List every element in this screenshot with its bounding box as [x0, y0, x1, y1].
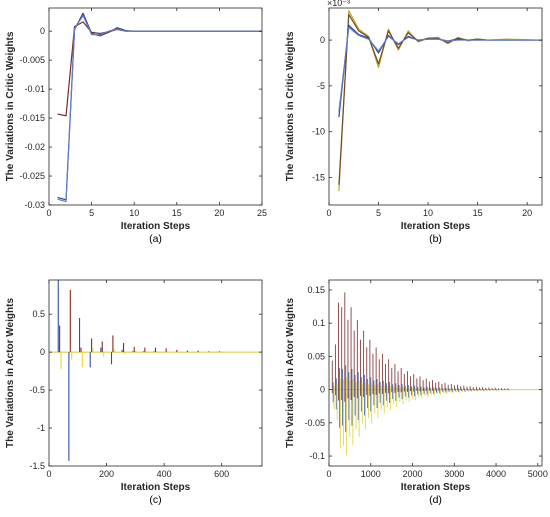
- y-tick-label: -0.015: [19, 113, 45, 123]
- y-tick-label: 0.05: [307, 351, 325, 361]
- x-tick-label: 5000: [528, 469, 548, 479]
- series-line-4: [338, 26, 542, 112]
- panel-b-caption: (b): [429, 233, 442, 245]
- panel-a: 0 5 10 15 20 25 -0.03-0.025-0.02-0.015-0.01-0…: [5, 7, 267, 245]
- x-tick-label: 3000: [444, 469, 464, 479]
- y-tick-label: -0.5: [29, 385, 45, 395]
- panel-a-x-ticks: 0 5 10 15 20 25: [46, 8, 267, 218]
- y-tick-label: 0: [40, 26, 45, 36]
- x-tick-label: 10: [129, 208, 139, 218]
- y-tick-label: -15: [312, 173, 325, 183]
- panel-d: 0 1000 2000 3000 4000 5000 -0.1-0.0500.050.10…: [285, 279, 548, 506]
- x-tick-label: 10: [423, 208, 433, 218]
- x-tick-label: 15: [473, 208, 483, 218]
- x-tick-label: 200: [99, 469, 114, 479]
- x-tick-label: 5: [89, 208, 94, 218]
- panel-d-caption: (d): [429, 494, 442, 506]
- y-tick-label: 0.1: [312, 318, 325, 328]
- x-tick-label: 0: [46, 469, 51, 479]
- y-tick-label: 0: [40, 347, 45, 357]
- panel-d-y-ticks: -0.1 -0.05 0 0.05 0.1 0.15: [304, 285, 542, 461]
- panel-d-x-ticks: 0 1000 2000 3000 4000 5000: [326, 280, 548, 479]
- panel-c-y-axis-label: The Variations in Actor Weights: [5, 298, 16, 448]
- panel-b-axes-frame: [328, 7, 543, 206]
- x-tick-label: 2000: [403, 469, 423, 479]
- y-tick-label: -1: [37, 423, 45, 433]
- x-tick-label: 0: [326, 469, 331, 479]
- panel-c-series: [49, 280, 262, 461]
- y-tick-label: -0.005: [19, 55, 45, 65]
- y-tick-label: -0.03: [24, 200, 45, 210]
- x-tick-label: 4000: [486, 469, 506, 479]
- y-tick-label: -0.02: [24, 142, 45, 152]
- panel-a-x-axis-label: Iteration Steps: [121, 221, 191, 232]
- x-tick-label: 400: [157, 469, 172, 479]
- x-tick-label: 20: [214, 208, 224, 218]
- y-tick-label: -1.5: [29, 461, 45, 471]
- y-tick-label: -5: [317, 81, 325, 91]
- x-tick-label: 600: [214, 469, 229, 479]
- panel-b-x-axis-label: Iteration Steps: [401, 221, 471, 232]
- panel-c-caption: (c): [149, 494, 161, 506]
- panel-c: 0 200 400 600 -1.5 -1 -0.5 0 0.5 Iteration Step…: [5, 279, 263, 506]
- panel-b-y-ticks: -15 -10 -5 0: [312, 35, 542, 183]
- panel-a-y-ticks: -0.03 -0.025 -0.02 -0.015 -0.01 -0.005 0: [19, 26, 262, 210]
- panel-c-x-ticks: 0 200 400 600: [46, 280, 229, 479]
- panel-b-x-ticks: 0 5 10 15 20: [326, 8, 532, 218]
- panel-c-x-axis-label: Iteration Steps: [121, 482, 191, 493]
- panel-b-y-axis-label: The Variations in Critic Weights: [285, 31, 296, 181]
- y-tick-label: 0.15: [307, 285, 325, 295]
- y-tick-label: -0.01: [24, 84, 45, 94]
- y-tick-label: -0.05: [304, 418, 325, 428]
- x-tick-label: 5: [376, 208, 381, 218]
- panel-a-y-axis-label: The Variations in Critic Weights: [5, 31, 16, 181]
- y-tick-label: -0.1: [309, 451, 325, 461]
- y-tick-label: -10: [312, 127, 325, 137]
- series-line-3: [57, 14, 262, 203]
- panel-d-series: [329, 292, 542, 456]
- x-tick-label: 25: [257, 208, 267, 218]
- panel-b-y-exponent-label: ×10⁻³: [327, 0, 350, 8]
- y-tick-label: 0.5: [32, 309, 45, 319]
- x-tick-label: 0: [46, 208, 51, 218]
- y-tick-label: -0.025: [19, 171, 45, 181]
- panel-a-series: [57, 12, 262, 203]
- x-tick-label: 15: [172, 208, 182, 218]
- x-tick-label: 20: [522, 208, 532, 218]
- panel-b: 0 5 10 15 20 -15 -10 -5 0 ×10⁻³ Iteration Steps…: [285, 0, 543, 245]
- x-tick-label: 1000: [361, 469, 381, 479]
- panel-c-axes-frame: [48, 279, 263, 467]
- y-tick-label: 0: [320, 35, 325, 45]
- panel-c-y-ticks: -1.5 -1 -0.5 0 0.5: [29, 309, 262, 471]
- panel-d-y-axis-label: The Variations in Actor Weights: [285, 298, 296, 448]
- panel-b-series: [338, 10, 543, 192]
- panel-a-axes-frame: [48, 7, 263, 206]
- y-tick-label: 0: [320, 385, 325, 395]
- panel-d-x-axis-label: Iteration Steps: [401, 482, 471, 493]
- x-tick-label: 0: [326, 208, 331, 218]
- panel-d-axes-frame: [328, 279, 543, 467]
- panel-a-caption: (a): [149, 233, 162, 245]
